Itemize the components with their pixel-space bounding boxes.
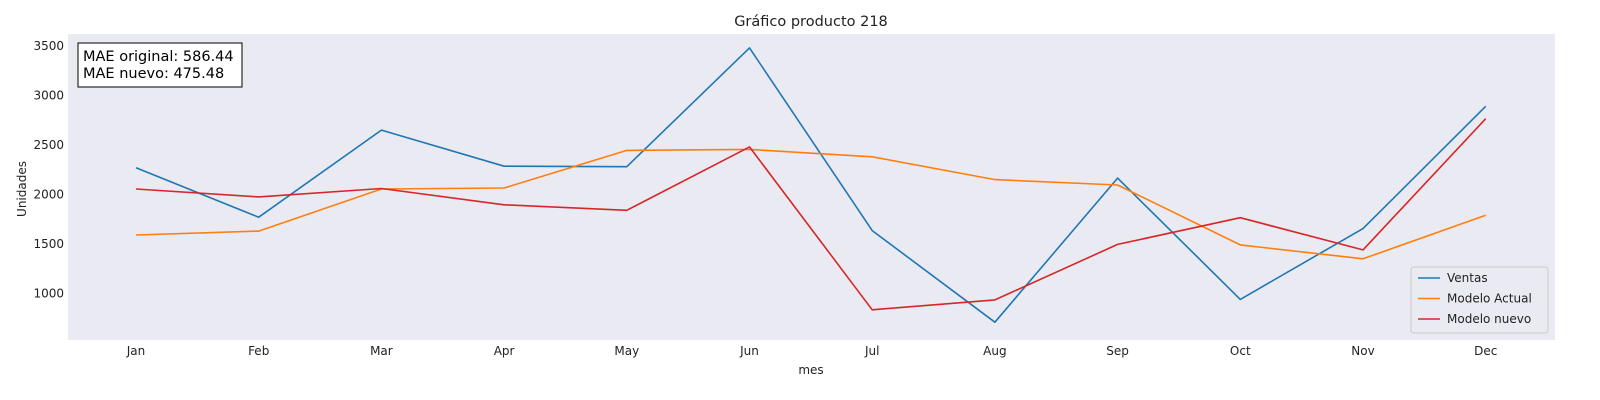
x-tick-label: Jan xyxy=(126,344,146,358)
mae-annotation-box: MAE original: 586.44 MAE nuevo: 475.48 xyxy=(77,42,243,88)
legend-items: Ventas Modelo Actual Modelo nuevo xyxy=(1418,271,1532,326)
plot-area xyxy=(68,34,1555,340)
x-tick-label: Apr xyxy=(494,344,515,358)
y-tick-label: 1500 xyxy=(33,237,64,251)
x-tick-label: Nov xyxy=(1351,344,1374,358)
x-axis-title: mes xyxy=(798,363,823,377)
y-tick-label: 3000 xyxy=(33,88,64,102)
series-line-modelo-actual xyxy=(135,148,1486,260)
legend-label: Modelo nuevo xyxy=(1447,312,1531,326)
chart-title: Gráfico producto 218 xyxy=(734,14,888,30)
y-axis-title: Unidades xyxy=(15,161,29,217)
x-tick-label: Feb xyxy=(248,344,269,358)
x-tick-label: Oct xyxy=(1230,344,1251,358)
x-tick-label: Mar xyxy=(370,344,393,358)
annotation-frame xyxy=(77,42,243,88)
legend: Ventas Modelo Actual Modelo nuevo xyxy=(1410,266,1549,334)
x-tick-label: Jun xyxy=(739,344,759,358)
y-tick-label: 1000 xyxy=(33,286,64,300)
y-axis-ticks: 1000 1500 2000 2500 3000 3500 xyxy=(33,39,64,301)
y-tick-label: 2500 xyxy=(33,138,64,152)
y-tick-label: 2000 xyxy=(33,187,64,201)
x-tick-label: Dec xyxy=(1474,344,1497,358)
y-tick-label: 3500 xyxy=(33,39,64,53)
series-line-modelo-nuevo xyxy=(135,118,1487,311)
x-tick-label: Sep xyxy=(1106,344,1129,358)
legend-frame xyxy=(1410,266,1549,334)
x-axis-ticks: Jan Feb Mar Apr May Jun Jul Aug Sep Oct Nov Dec xyxy=(126,344,1498,358)
legend-label: Ventas xyxy=(1447,271,1488,285)
legend-label: Modelo Actual xyxy=(1447,292,1532,306)
x-tick-label: May xyxy=(614,344,639,358)
annotation-mae-original: MAE original: 586.44 xyxy=(83,49,234,65)
x-tick-label: Aug xyxy=(983,344,1006,358)
x-tick-label: Jul xyxy=(864,344,879,358)
annotation-mae-nuevo: MAE nuevo: 475.48 xyxy=(83,66,224,82)
series-lines xyxy=(135,47,1487,324)
series-line-ventas xyxy=(135,47,1487,324)
